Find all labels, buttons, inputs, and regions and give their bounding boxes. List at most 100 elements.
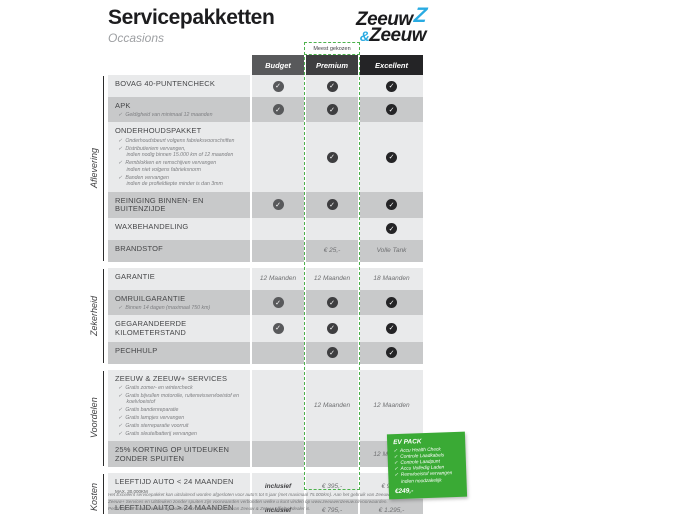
page-title: Servicepakketten bbox=[108, 6, 275, 29]
package-comparison-table: Budget Premium Excellent Aflevering BOVAG… bbox=[89, 55, 423, 514]
row-label: BOVAG 40-PUNTENCHECK bbox=[115, 79, 216, 88]
table-row: LEEFTIJD AUTO < 24 MAANDEN MAX. 30.000KM… bbox=[108, 473, 423, 500]
check-icon: ✓ bbox=[272, 199, 284, 211]
value-cell-premium: ✓ bbox=[306, 75, 358, 97]
row-sub-item: ✓ Geldigheid van minimaal 12 maanden bbox=[115, 112, 244, 118]
row-label: GEGARANDEERDE KILOMETERSTAND bbox=[115, 319, 187, 337]
ev-pack-item-text: Remvloeistof vervangen indien noodzakeli… bbox=[400, 471, 453, 485]
row-sub-text: Gratis bijvullen motorolie, ruitenwisser… bbox=[125, 392, 239, 399]
row-label: WAXBEHANDELING bbox=[115, 221, 189, 231]
table-row: WAXBEHANDELING ✓ bbox=[108, 217, 423, 240]
section-rail bbox=[103, 370, 104, 467]
check-icon: ✓ bbox=[386, 104, 397, 116]
logo-top-line: ZeeuwZ bbox=[330, 4, 427, 29]
value-text: 12 Maanden bbox=[259, 275, 297, 283]
check-icon: ✓ bbox=[118, 112, 123, 119]
value-text: Volle Tank bbox=[376, 247, 407, 255]
row-label: 25% KORTING OP UITDEUKEN ZONDER SPUITEN bbox=[115, 444, 230, 463]
section-label: Voordelen bbox=[89, 397, 99, 439]
value-text: inclusief bbox=[264, 482, 292, 490]
row-sub-item: ✓ Gratis bijvullen motorolie, ruitenwisse… bbox=[115, 393, 244, 399]
check-icon: ✓ bbox=[118, 384, 123, 391]
ev-pack-item: ✓ Remvloeistof vervangen indien noodzakel… bbox=[394, 471, 461, 486]
row-sub-item: ✓ Onderhoudsbeurt volgens fabrieksvoorsch… bbox=[115, 138, 244, 144]
section-rail bbox=[103, 268, 104, 363]
value-cell-budget: ✓ bbox=[252, 191, 304, 218]
row-sub-text: Gratis bandenreparatie bbox=[125, 407, 179, 414]
value-cell-premium: ✓ bbox=[306, 315, 358, 342]
ev-pack-card: EV PACK ✓ Accu Health Check ✓ Controle Laad… bbox=[386, 431, 468, 500]
row-label-cell: LEEFTIJD AUTO < 24 MAANDEN MAX. 30.000KM bbox=[108, 473, 250, 500]
value-cell-premium: ✓ bbox=[306, 289, 358, 316]
row-sub-item: ✓ Gratis zomer- en wintercheck bbox=[115, 385, 244, 391]
row-sub-item: ✓ Distributieriem vervangen, bbox=[115, 146, 244, 152]
value-cell-excellent: ✓ bbox=[360, 315, 423, 342]
row-sub-text: Gratis zomer- en wintercheck bbox=[125, 384, 193, 391]
section-aflevering: Aflevering BOVAG 40-PUNTENCHECK ✓ ✓ ✓ APK ✓ Gel… bbox=[89, 75, 423, 262]
table-row: LEEFTIJD AUTO > 24 MAANDEN inclusief € 795… bbox=[108, 499, 423, 514]
value-cell-premium: ✓ bbox=[306, 341, 358, 364]
ev-pack-items: ✓ Accu Health Check ✓ Controle Laadkabels ✓ C… bbox=[393, 446, 461, 486]
ev-pack-title: EV PACK bbox=[393, 438, 422, 447]
value-cell-budget: ✓ bbox=[252, 289, 304, 316]
page-subtitle: Occasions bbox=[108, 31, 165, 45]
row-label: ZEEUW & ZEEUW+ SERVICES bbox=[115, 373, 228, 383]
row-label-cell: ZEEUW & ZEEUW+ SERVICES ✓ Gratis zomer- en… bbox=[108, 369, 250, 441]
row-label-cell: GEGARANDEERDE KILOMETERSTAND bbox=[108, 315, 250, 342]
footnote: Het Excellent servicepakket kan uitsluit… bbox=[108, 492, 394, 511]
value-cell-premium: 12 Maanden bbox=[306, 267, 358, 290]
check-icon: ✓ bbox=[394, 473, 399, 479]
check-icon: ✓ bbox=[326, 199, 338, 211]
value-text: € 25,- bbox=[323, 247, 341, 255]
check-icon: ✓ bbox=[272, 104, 284, 116]
value-cell-budget bbox=[252, 217, 304, 240]
table-row: REINIGING BINNEN- EN BUITENZIJDE ✓ ✓ ✓ bbox=[108, 191, 423, 218]
row-label-cell: ONDERHOUDSPAKKET ✓ Onderhoudsbeurt volgens… bbox=[108, 122, 250, 192]
table-row: ONDERHOUDSPAKKET ✓ Onderhoudsbeurt volgens… bbox=[108, 122, 423, 192]
row-label: ONDERHOUDSPAKKET bbox=[115, 126, 202, 136]
row-sub-text: indien niet volgens fabrieksnorm bbox=[126, 166, 201, 173]
check-icon: ✓ bbox=[386, 347, 397, 359]
row-sub-text: indien nodig binnen 15.000 km of 12 maan… bbox=[126, 152, 234, 159]
row-sub-text: Geldigheid van minimaal 12 maanden bbox=[125, 112, 213, 119]
row-sub-item: ✓ Gratis bandenreparatie bbox=[115, 407, 244, 413]
check-icon: ✓ bbox=[326, 347, 338, 359]
value-cell-excellent: 12 Maanden bbox=[360, 369, 423, 441]
value-text: 12 Maanden bbox=[313, 401, 351, 409]
logo-bottom-line: &Zeeuw bbox=[330, 26, 427, 45]
row-label-cell: WAXBEHANDELING bbox=[108, 217, 250, 240]
row-sub-item: ✓ Gratis sterreparatie voorruit bbox=[115, 423, 244, 429]
table-row: OMRUILGARANTIE ✓ Binnen 14 dagen (maximaal… bbox=[108, 289, 423, 316]
table-row: GARANTIE 12 Maanden 12 Maanden 18 Maanden bbox=[108, 267, 423, 290]
check-icon: ✓ bbox=[326, 322, 338, 334]
check-icon: ✓ bbox=[118, 305, 123, 312]
row-sub-item: ✓ Binnen 14 dagen (maximaal 750 km) bbox=[115, 305, 244, 311]
value-cell-premium: € 795,- bbox=[306, 499, 358, 514]
check-icon: ✓ bbox=[118, 430, 123, 437]
column-header-budget: Budget bbox=[252, 55, 304, 75]
value-cell-budget bbox=[252, 239, 304, 262]
check-icon: ✓ bbox=[118, 160, 123, 167]
check-icon: ✓ bbox=[386, 322, 397, 334]
row-label-cell: GARANTIE bbox=[108, 267, 250, 290]
section-voordelen: Voordelen ZEEUW & ZEEUW+ SERVICES ✓ Gratis … bbox=[89, 369, 423, 468]
row-label: LEEFTIJD AUTO < 24 MAANDEN MAX. 30.000KM bbox=[115, 477, 234, 494]
row-sub-text: Gratis sterreparatie voorruit bbox=[125, 422, 189, 429]
value-cell-budget bbox=[252, 341, 304, 364]
value-cell-budget: ✓ bbox=[252, 75, 304, 97]
check-icon: ✓ bbox=[118, 414, 123, 421]
row-sub-item: indien nodig binnen 15.000 km of 12 maan… bbox=[115, 152, 244, 158]
section-rail bbox=[103, 76, 104, 261]
value-cell-excellent: ✓ bbox=[360, 289, 423, 316]
row-label: OMRUILGARANTIE bbox=[115, 293, 186, 303]
row-label: REINIGING BINNEN- EN BUITENZIJDE bbox=[115, 195, 204, 214]
row-label-note: MAX. 30.000KM bbox=[115, 488, 148, 494]
value-cell-premium: ✓ bbox=[306, 191, 358, 218]
row-label: BRANDSTOF bbox=[115, 243, 163, 253]
value-cell-premium: € 395,- bbox=[306, 473, 358, 500]
row-label-cell: LEEFTIJD AUTO > 24 MAANDEN bbox=[108, 499, 250, 514]
value-text: € 795,- bbox=[321, 506, 343, 514]
value-cell-premium: ✓ bbox=[306, 97, 358, 123]
column-header-excellent: Excellent bbox=[360, 55, 423, 75]
table-row: 25% KORTING OP UITDEUKEN ZONDER SPUITEN 1… bbox=[108, 440, 423, 468]
